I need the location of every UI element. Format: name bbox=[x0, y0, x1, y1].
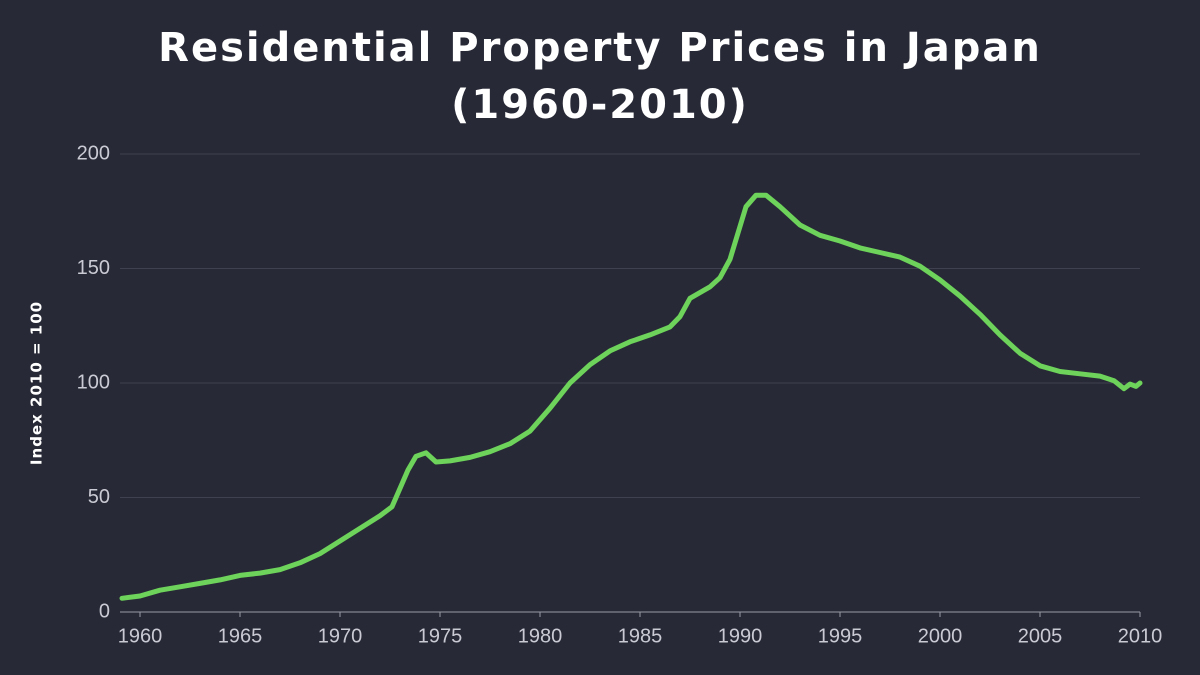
y-tick-label: 0 bbox=[99, 600, 110, 622]
chart-title: Residential Property Prices in Japan bbox=[158, 25, 1042, 71]
x-tick-label: 1980 bbox=[518, 625, 563, 647]
x-tick-label: 1995 bbox=[818, 625, 863, 647]
x-tick-label: 1985 bbox=[618, 625, 663, 647]
data-line bbox=[119, 192, 1143, 601]
y-tick-label: 200 bbox=[77, 142, 110, 164]
y-tick-label: 150 bbox=[77, 257, 110, 279]
x-tick-label: 1970 bbox=[318, 625, 363, 647]
chart-subtitle: (1960-2010) bbox=[451, 82, 749, 128]
x-tick-label: 1965 bbox=[218, 625, 263, 647]
x-tick-label: 1975 bbox=[418, 625, 463, 647]
x-tick-label: 1960 bbox=[118, 625, 163, 647]
x-tick-label: 1990 bbox=[718, 625, 763, 647]
x-tick-label: 2010 bbox=[1118, 625, 1163, 647]
x-tick-label: 2005 bbox=[1018, 625, 1063, 647]
y-tick-label: 100 bbox=[77, 371, 110, 393]
y-axis-label: Index 2010 = 100 bbox=[28, 301, 46, 465]
x-tick-label: 2000 bbox=[918, 625, 963, 647]
y-tick-label: 50 bbox=[88, 486, 110, 508]
